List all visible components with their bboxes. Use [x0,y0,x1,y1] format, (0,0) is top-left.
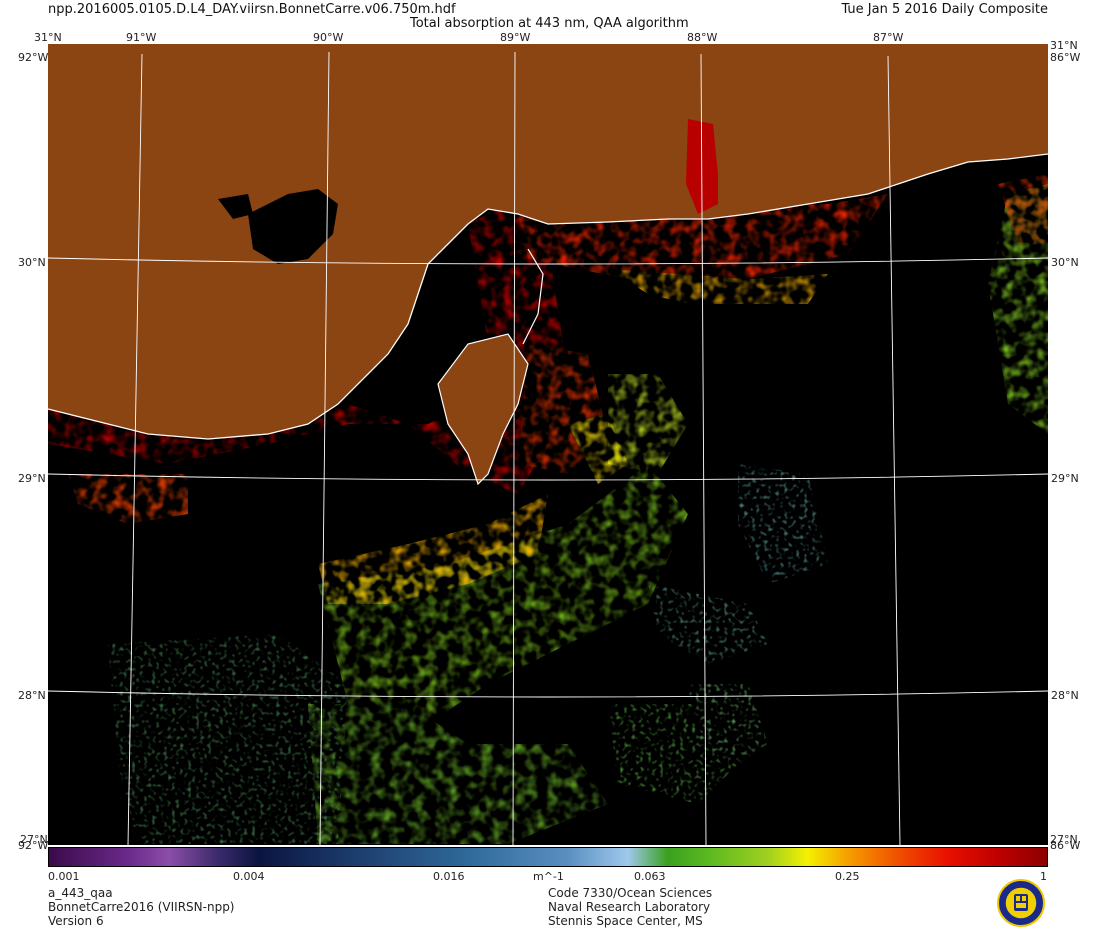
colorbar-tick-6: 1 [1040,870,1047,883]
lat-label-29n-right: 29°N [1051,472,1079,485]
chandeleur-islands [522,248,544,345]
map-canvas [48,44,1048,845]
colorbar-tick-1: 0.004 [233,870,265,883]
composite-date: Tue Jan 5 2016 Daily Composite [841,2,1048,17]
lat-label-30n-left: 30°N [18,256,46,269]
corner-lon-left-bottom: 92°W [18,839,49,852]
lat-label-29n-left: 29°N [18,472,46,485]
corner-lat-bottom-left: 27°N [20,833,48,846]
corner-lon-right-bottom: 86°W [1050,839,1081,852]
mississippi-delta [438,334,528,484]
delta-coastline [437,333,529,486]
corner-lat-bottom-right: 27°N [1050,833,1078,846]
coastline [48,153,1048,440]
lat-label-top-right: 31°N [1050,39,1078,52]
colorbar-tick-5: 0.25 [835,870,860,883]
lon-label-90w: 90°W [313,31,344,44]
lake-pontchartrain [248,189,338,264]
map-title: Total absorption at 443 nm, QAA algorith… [410,16,689,31]
file-name: npp.2016005.0105.D.L4_DAY.viirsn.BonnetC… [48,2,456,17]
lat-label-top-left: 31°N [34,31,62,44]
lon-label-87w: 87°W [873,31,904,44]
river-plume [48,174,1048,604]
org-line-2: Naval Research Laboratory [548,900,711,914]
lon-label-89w: 89°W [500,31,531,44]
lat-label-28n-left: 28°N [18,689,46,702]
corner-lon-right-top: 86°W [1050,51,1081,64]
lake-maurepas [218,194,253,219]
org-line-1: Code 7330/Ocean Sciences [548,886,713,900]
colorbar-tick-2: 0.016 [433,870,465,883]
colorbar-units: m^-1 [533,870,564,883]
nrl-seal-icon [997,879,1045,927]
lat-label-28n-right: 28°N [1051,689,1079,702]
lat-label-30n-right: 30°N [1051,256,1079,269]
version-text: Version 6 [48,914,104,928]
shelf-green-water [308,184,1048,844]
project-name: BonnetCarre2016 (VIIRSN-npp) [48,900,235,914]
product-name: a_443_qaa [48,886,113,900]
land-mass [48,44,1048,439]
colorbar-tick-0: 0.001 [48,870,80,883]
satellite-map[interactable] [48,44,1048,845]
lon-label-88w: 88°W [687,31,718,44]
colorbar [48,847,1048,867]
lon-label-91w: 91°W [126,31,157,44]
colorbar-tick-4: 0.063 [634,870,666,883]
corner-lon-left-top: 92°W [18,51,49,64]
org-line-3: Stennis Space Center, MS [548,914,703,928]
graticule [48,51,1048,845]
